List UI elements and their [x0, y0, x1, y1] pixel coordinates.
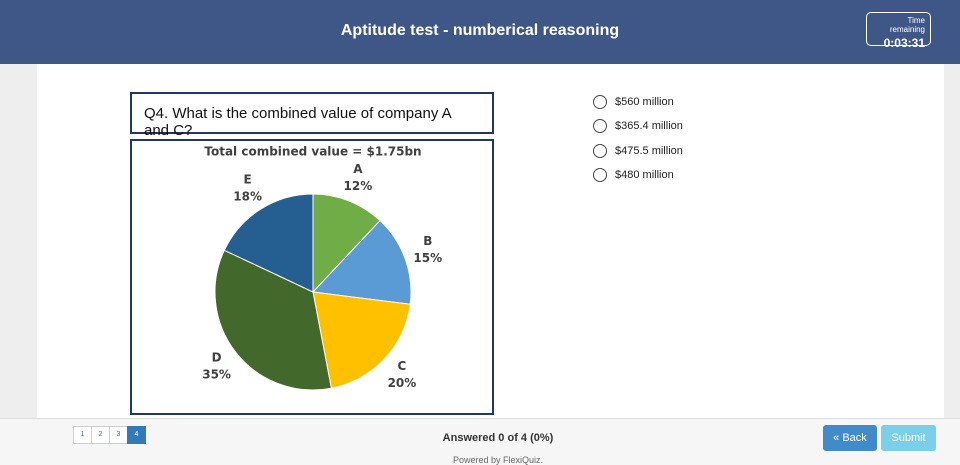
pie-slice	[223, 193, 314, 293]
chart: Total combined value = $1.75bn A 12% B 15% C…	[202, 145, 442, 391]
header-title: Aptitude test - numberical reasoning	[340, 22, 620, 39]
pie-slice	[312, 291, 411, 389]
timer-value: 0:03:31	[883, 36, 925, 50]
slice-label: 12%	[344, 179, 373, 193]
slice-category: A	[353, 162, 363, 176]
question: Q4. What is the combined value of compan…	[130, 92, 494, 139]
option-label[interactable]: $560 million	[615, 96, 674, 108]
timer: Time remaining 0:03:31	[866, 12, 931, 50]
option[interactable]: $480 million	[593, 167, 674, 182]
slice-category: D	[212, 350, 222, 364]
timer-label: Time remaining	[889, 16, 925, 34]
option-label[interactable]: $480 million	[615, 168, 674, 181]
radio[interactable]	[593, 95, 607, 109]
status: Answered 0 of 4 (0%)	[442, 432, 554, 444]
page-button[interactable]: 3	[109, 426, 128, 444]
slice-label: 15%	[413, 251, 442, 265]
slice-label: 35%	[202, 367, 231, 381]
pie-slice	[311, 219, 412, 305]
radio[interactable]	[593, 167, 607, 182]
radio[interactable]	[593, 119, 607, 134]
slice-category: C	[398, 359, 407, 373]
slice-label: 18%	[233, 189, 262, 203]
option-label[interactable]: $365.4 million	[615, 120, 683, 133]
pie-slice	[214, 249, 332, 391]
submit-button[interactable]: Submit	[881, 425, 936, 451]
option[interactable]: $365.4 million	[593, 119, 683, 134]
chart-box: Total combined value = $1.75bn A 12% B 15% C…	[130, 139, 494, 415]
powered-by: Powered by FlexiQuiz.	[452, 455, 544, 465]
option-label[interactable]: $475.5 million	[615, 144, 683, 157]
radio[interactable]	[593, 143, 607, 158]
footer	[0, 418, 960, 465]
slice-label: 20%	[388, 376, 417, 390]
chart-title: Total combined value = $1.75bn	[204, 145, 421, 159]
pie-slice	[312, 193, 381, 294]
slice-category: E	[244, 172, 252, 186]
slice-category: B	[423, 234, 432, 248]
option[interactable]: $560 million	[593, 95, 674, 109]
option[interactable]: $475.5 million	[593, 143, 683, 158]
back-button[interactable]: « Back	[823, 425, 877, 451]
header	[0, 0, 960, 64]
page-button[interactable]: 4	[127, 426, 146, 444]
